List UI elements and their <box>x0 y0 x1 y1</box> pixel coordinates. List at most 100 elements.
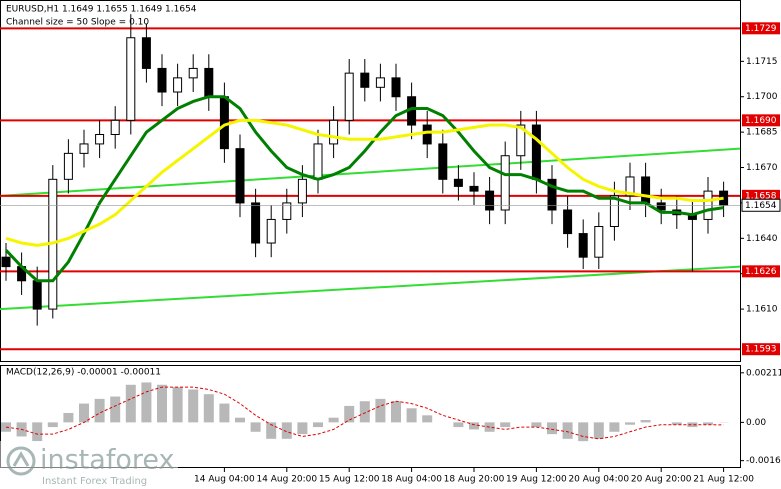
level-label: 1.1690 <box>745 116 777 126</box>
macd-bar <box>671 422 682 425</box>
watermark: instaforex Instant Forex Trading <box>0 441 178 487</box>
macd-bar <box>391 401 401 423</box>
candle-body <box>157 67 167 93</box>
candle-body <box>531 124 541 180</box>
candle-body <box>422 124 432 145</box>
macd-bar <box>625 422 635 425</box>
x-tick-label: 20 Aug 04:00 <box>568 475 629 485</box>
candle-body <box>500 155 510 211</box>
candle-body <box>469 185 479 192</box>
chart-title: EURUSD,H1 1.1649 1.1655 1.1649 1.1654 <box>6 5 197 15</box>
level-box <box>742 22 780 35</box>
candle-body <box>485 190 495 211</box>
candle-body <box>625 176 635 197</box>
macd-bar <box>562 422 573 439</box>
candle-body <box>609 195 619 228</box>
candle-body <box>563 209 573 235</box>
candle-body <box>188 67 198 79</box>
logo-ring <box>6 446 36 476</box>
y-tick-label: 1.1640 <box>746 234 778 244</box>
macd-bar <box>328 417 339 423</box>
x-tick-label: 14 Aug 04:00 <box>194 475 255 485</box>
candle-body <box>204 67 214 98</box>
macd-bar <box>687 422 698 428</box>
macd-bar <box>297 422 308 435</box>
macd-bar <box>63 412 74 423</box>
candle-body <box>79 143 89 154</box>
candle-body <box>297 178 307 204</box>
x-tick-label: 15 Aug 12:00 <box>319 475 380 485</box>
current-price-box <box>741 198 781 212</box>
candle-body <box>313 143 323 180</box>
macd-bar <box>219 403 230 423</box>
level-label: 1.1729 <box>745 24 777 34</box>
candle-body <box>391 77 401 98</box>
watermark-bg <box>0 441 178 487</box>
candle-body <box>360 72 370 88</box>
y-tick-label: 0.00 <box>746 418 766 428</box>
candle-body <box>516 124 526 157</box>
macd-bar <box>500 422 511 428</box>
candle-body <box>110 119 120 135</box>
macd-bar <box>141 382 152 423</box>
y-tick-label: 1.1670 <box>746 163 778 173</box>
macd-bar <box>203 394 214 423</box>
candle-body <box>453 178 463 187</box>
signal-line <box>5 386 724 440</box>
channel-line <box>0 147 741 197</box>
macd-bar <box>266 422 277 439</box>
macd-bar <box>47 422 58 428</box>
candle-body <box>375 77 385 88</box>
macd-bar <box>593 422 604 439</box>
macd-bar <box>313 422 323 428</box>
candle-body <box>282 202 292 220</box>
macd-bar <box>188 389 199 423</box>
macd-bar <box>235 417 245 423</box>
candle-body <box>235 148 245 204</box>
macd-bar <box>531 422 542 428</box>
logo-mark <box>12 451 30 467</box>
candle-body <box>594 226 604 258</box>
candle-body <box>63 152 73 180</box>
macd-bar <box>453 422 464 428</box>
candle-body <box>266 218 276 244</box>
macd-bar <box>609 422 620 432</box>
candle-body <box>251 202 261 244</box>
x-tick-label: 18 Aug 20:00 <box>444 475 505 485</box>
candle-body <box>1 256 11 268</box>
candle-body <box>578 233 588 258</box>
x-tick-label: 18 Aug 04:00 <box>381 475 442 485</box>
macd-bar <box>469 422 479 430</box>
macd-bar <box>344 405 355 423</box>
candle-body <box>547 178 557 211</box>
y-tick-label: 1.1715 <box>746 57 778 67</box>
watermark-brand: instaforex <box>40 445 174 476</box>
x-tick-label: 14 Aug 20:00 <box>256 475 317 485</box>
macd-bar <box>250 422 261 432</box>
macd-bar <box>281 422 292 439</box>
macd-bar <box>79 403 89 423</box>
macd-bar <box>640 420 651 423</box>
y-tick-label: 0.00211 <box>746 368 781 378</box>
macd-bar <box>578 422 589 442</box>
candle-body <box>656 202 666 211</box>
x-tick-label: 20 Aug 20:00 <box>631 475 692 485</box>
candle-body <box>32 280 42 310</box>
macd-bar <box>110 396 121 423</box>
macd-bar <box>172 387 183 423</box>
macd-bar <box>375 398 386 423</box>
level-box <box>742 343 780 356</box>
candle-body <box>95 133 105 145</box>
candle-body <box>438 143 448 180</box>
candle-body <box>173 77 183 93</box>
plot-layer: 1.16101.16251.16401.16551.16701.16851.17… <box>0 14 781 485</box>
macd-bar <box>157 384 167 423</box>
macd-bar <box>422 415 433 423</box>
candle-body <box>641 176 651 204</box>
channel-line <box>0 265 741 311</box>
candle-body <box>344 72 354 121</box>
current-price-label: 1.1654 <box>745 201 777 211</box>
candle-body <box>141 37 151 69</box>
x-tick-label: 21 Aug 12:00 <box>693 475 754 485</box>
macd-title: MACD(12,26,9) -0.00001 -0.00011 <box>6 368 161 378</box>
